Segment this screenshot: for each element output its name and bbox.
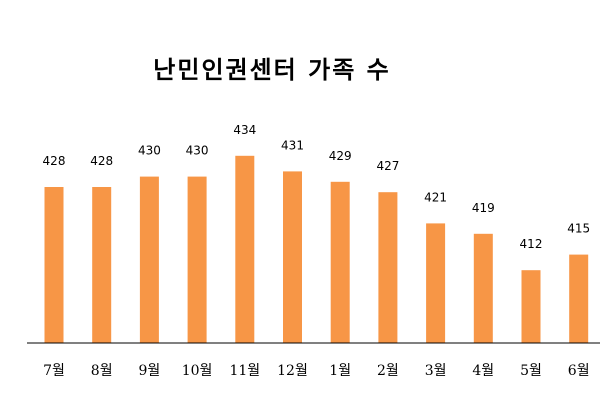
x-tick-labels-group: 7월 8월 9월 10월 11월 12월 1월 2월 3월 4월 5월 6월 [43,363,589,379]
bar-5월 [521,270,541,343]
data-label-4월: 419 [472,201,495,215]
data-label-12월: 431 [281,138,304,152]
x-tick-label-10월: 10월 [182,363,213,379]
data-labels-group: 428 428 430 430 434 431 429 427 421 419 412 415 [43,123,591,251]
bar-9월 [139,176,159,343]
data-label-1월: 429 [329,149,352,163]
data-label-2월: 427 [376,159,399,173]
data-label-5월: 412 [520,237,543,251]
x-tick-label-3월: 3월 [425,363,447,379]
x-tick-label-5월: 5월 [520,363,542,379]
x-tick-label-8월: 8월 [91,363,113,379]
data-label-9월: 430 [138,144,161,158]
data-label-10월: 430 [186,144,209,158]
bar-1월 [330,181,350,343]
x-tick-label-4월: 4월 [472,363,494,379]
x-tick-label-1월: 1월 [329,363,351,379]
data-label-7월: 428 [43,154,66,168]
x-tick-label-12월: 12월 [277,363,308,379]
bars-group [44,155,589,343]
bar-8월 [92,187,112,343]
x-tick-label-7월: 7월 [43,363,65,379]
bar-2월 [378,192,398,343]
x-tick-label-6월: 6월 [568,363,590,379]
bar-7월 [44,187,64,343]
data-label-3월: 421 [424,190,447,204]
data-label-6월: 415 [567,222,590,236]
bar-6월 [569,254,589,343]
x-tick-label-11월: 11월 [229,363,260,379]
bar-3월 [426,223,446,343]
bar-4월 [473,233,493,343]
bar-10월 [187,176,207,343]
chart-title: 난민인권센터 가족 수 [153,56,390,84]
data-label-11월: 434 [233,123,256,137]
x-tick-label-2월: 2월 [377,363,399,379]
bar-12월 [283,171,302,343]
data-label-8월: 428 [90,154,113,168]
bar-11월 [235,155,255,343]
x-tick-label-9월: 9월 [139,363,161,379]
